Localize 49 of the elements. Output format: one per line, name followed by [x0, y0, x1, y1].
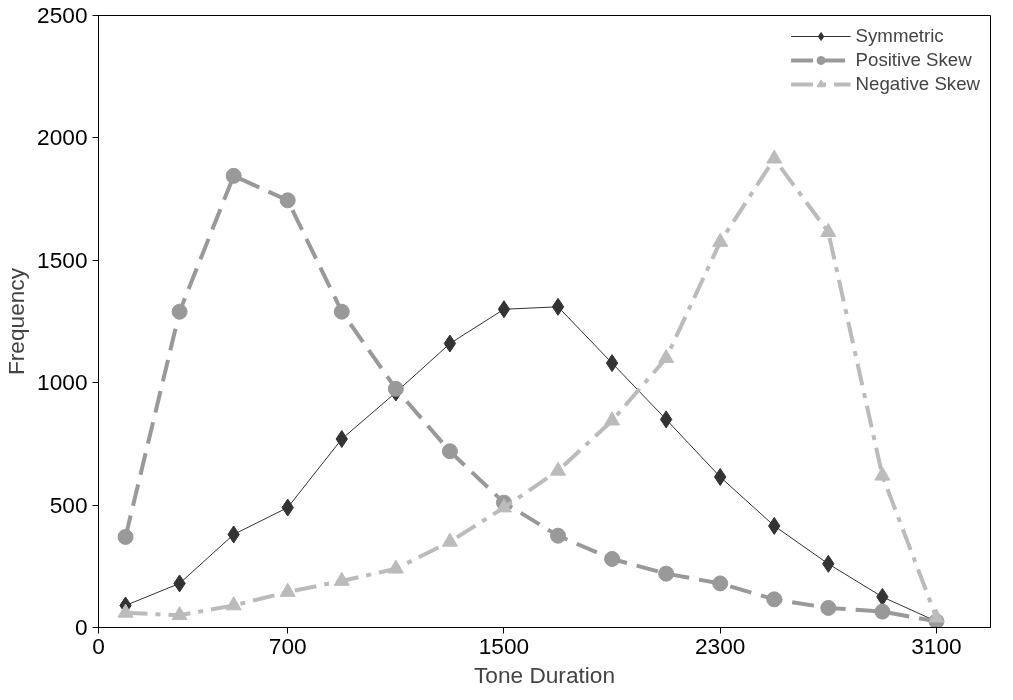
point	[604, 550, 621, 567]
legend-label: Negative Skew	[855, 73, 980, 95]
point	[225, 596, 242, 611]
point	[550, 527, 567, 544]
x-tick-label: 0	[92, 632, 105, 659]
y-tick-label: 1000	[37, 369, 88, 396]
point	[443, 334, 457, 353]
point	[712, 575, 729, 592]
y-tick-label: 500	[49, 491, 88, 518]
point	[874, 603, 891, 620]
legend-label: Positive Skew	[855, 49, 972, 71]
point	[441, 443, 458, 460]
point	[495, 498, 512, 513]
x-tick-label: 700	[268, 632, 307, 659]
point	[658, 565, 675, 582]
point	[117, 603, 134, 618]
x-tick-label: 3100	[911, 632, 962, 659]
point	[171, 303, 188, 320]
x-tick-label: 1500	[478, 632, 530, 659]
point	[171, 606, 188, 621]
point	[605, 354, 619, 373]
y-tick-label: 1500	[37, 246, 88, 273]
point	[279, 192, 296, 209]
point	[820, 599, 837, 616]
point	[766, 591, 783, 608]
point	[604, 411, 621, 426]
point	[335, 430, 348, 448]
point	[928, 608, 945, 623]
point	[497, 300, 511, 319]
point	[550, 461, 567, 476]
point	[387, 380, 404, 397]
point	[333, 571, 350, 586]
y-tick-label: 2000	[37, 124, 88, 151]
x-tick-label: 2300	[695, 632, 746, 659]
point	[658, 349, 675, 364]
point	[333, 303, 350, 320]
point	[441, 532, 458, 547]
point	[551, 297, 565, 316]
point	[659, 410, 673, 429]
point	[225, 167, 242, 184]
point	[387, 559, 404, 574]
point	[874, 466, 891, 481]
y-axis-title: Frequency	[3, 267, 30, 376]
x-axis-title: Tone Duration	[473, 661, 616, 688]
legend-label: Symmetric	[855, 25, 944, 47]
point	[279, 582, 296, 597]
y-tick-label: 2500	[37, 2, 88, 28]
y-tick-label: 0	[74, 614, 88, 640]
point	[117, 528, 134, 545]
